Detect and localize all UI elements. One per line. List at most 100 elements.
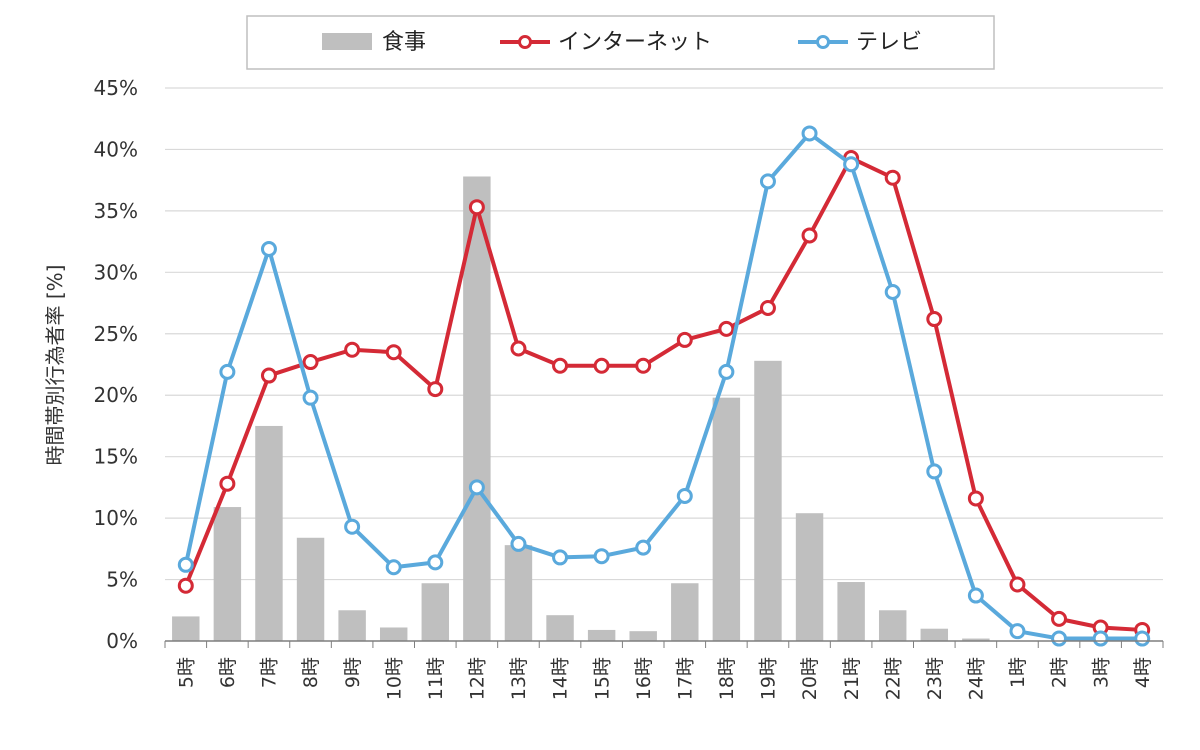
data-point <box>801 125 818 142</box>
legend-label-tv: テレビ <box>856 30 922 55</box>
data-point <box>260 367 277 384</box>
y-tick-label: 35% <box>94 199 138 223</box>
line-series <box>177 125 1151 647</box>
legend-swatch-meal <box>322 33 372 50</box>
y-tick-label: 30% <box>94 260 138 284</box>
data-point <box>967 587 984 604</box>
data-point <box>1051 610 1068 627</box>
data-point <box>177 577 194 594</box>
data-point <box>260 240 277 257</box>
x-tick-label: 17時 <box>674 657 696 700</box>
gridlines <box>165 87 1163 581</box>
y-axis-title: 時間帯別行為者率 [%] <box>43 265 67 466</box>
data-point <box>967 490 984 507</box>
legend-marker-internet <box>518 35 532 49</box>
data-point <box>759 299 776 316</box>
data-point <box>385 559 402 576</box>
data-point <box>593 548 610 565</box>
bar-meal <box>878 610 907 641</box>
x-tick-label: 21時 <box>841 657 863 700</box>
x-tick-label: 10時 <box>383 657 405 700</box>
y-tick-label: 0% <box>106 629 138 653</box>
y-tick-label: 40% <box>94 137 138 161</box>
data-point <box>926 463 943 480</box>
series-line <box>183 131 1143 641</box>
x-tick-label: 8時 <box>300 657 322 688</box>
data-point <box>759 173 776 190</box>
data-point <box>468 479 485 496</box>
x-tick-label: 2時 <box>1049 657 1071 688</box>
data-point <box>1009 623 1026 640</box>
data-point <box>635 357 652 374</box>
data-point <box>510 535 527 552</box>
y-tick-label: 15% <box>94 445 138 469</box>
data-point <box>718 363 735 380</box>
x-tick-label: 3時 <box>1090 657 1112 688</box>
data-point <box>177 556 194 573</box>
data-point <box>468 199 485 216</box>
bar-meal <box>920 628 949 641</box>
data-point <box>676 331 693 348</box>
x-tick-label: 19時 <box>758 657 780 700</box>
x-tick-label: 23時 <box>924 657 946 700</box>
axes: 0% 5% 10% 15% 20% 25% 30% 35% 40% 45% 5時 6時 7時 8時 9時 10… <box>94 76 1164 700</box>
bar-meal <box>795 513 824 641</box>
legend-marker-tv <box>816 35 830 49</box>
data-point <box>552 549 569 566</box>
data-point <box>843 156 860 173</box>
x-tick-label: 1時 <box>1007 657 1029 688</box>
y-tick-label: 25% <box>94 322 138 346</box>
data-point <box>593 357 610 374</box>
legend-label-internet: インターネット <box>558 30 712 55</box>
data-point <box>344 518 361 535</box>
data-point <box>427 554 444 571</box>
data-point <box>676 487 693 504</box>
bar-meal <box>213 507 242 641</box>
data-point <box>510 340 527 357</box>
x-tick-label: 6時 <box>217 657 239 688</box>
bar-meal <box>546 615 574 641</box>
data-point <box>1009 576 1026 593</box>
data-point <box>552 357 569 374</box>
bar-meal <box>754 360 782 641</box>
y-tick-label: 20% <box>94 383 138 407</box>
y-tick-label: 45% <box>94 76 138 100</box>
x-tick-label: 22時 <box>882 657 904 700</box>
data-point <box>635 539 652 556</box>
x-tick-label: 18時 <box>716 657 738 700</box>
x-tick-label: 5時 <box>175 657 197 688</box>
bar-meal <box>296 537 325 641</box>
bar-meal <box>671 583 699 641</box>
data-point <box>385 344 402 361</box>
data-point <box>302 389 319 406</box>
x-tick-label: 20時 <box>799 657 821 700</box>
bar-meal <box>962 638 990 641</box>
x-tick-label: 16時 <box>633 657 655 700</box>
bar-meal <box>629 631 657 641</box>
x-tick-label: 11時 <box>425 657 447 700</box>
data-point <box>219 475 236 492</box>
bar-meal <box>837 582 865 641</box>
bar-meal <box>712 397 741 641</box>
data-point <box>427 381 444 398</box>
bar-meal <box>172 616 200 641</box>
line-series-1 <box>177 150 1151 638</box>
x-tick-label: 4時 <box>1132 657 1154 688</box>
data-point <box>801 227 818 244</box>
data-point <box>1134 630 1151 647</box>
data-point <box>884 169 901 186</box>
x-tick-label: 9時 <box>342 657 364 688</box>
x-tick-label: 7時 <box>259 657 281 688</box>
bar-meal <box>379 627 408 641</box>
bar-meal <box>421 583 450 641</box>
y-tick-label: 5% <box>106 568 138 592</box>
data-point <box>219 363 236 380</box>
y-tick-label: 10% <box>94 506 138 530</box>
bar-series-meal <box>172 176 990 642</box>
x-tick-label: 12時 <box>467 657 489 700</box>
data-point <box>302 354 319 371</box>
bar-meal <box>338 610 366 641</box>
data-point <box>344 341 361 358</box>
legend-label-meal: 食事 <box>382 30 426 55</box>
data-point <box>1092 630 1109 647</box>
